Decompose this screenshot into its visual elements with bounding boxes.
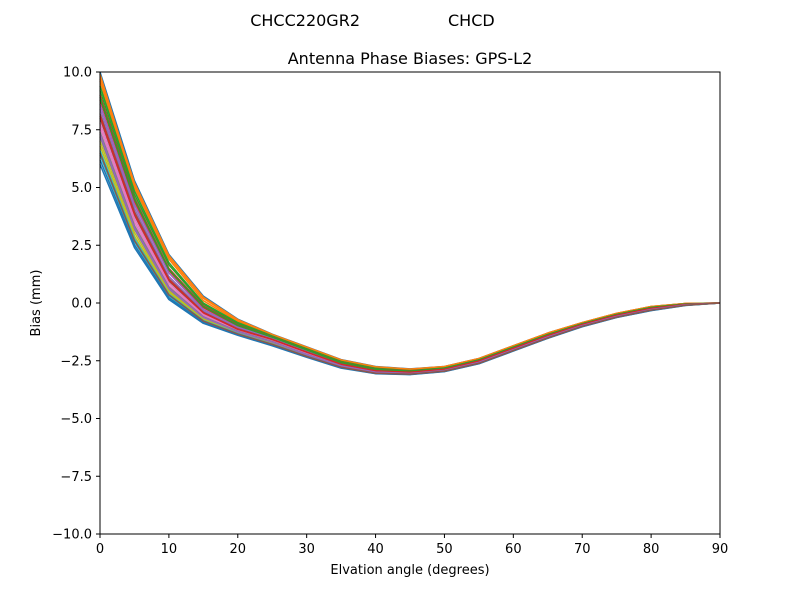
series-line-24	[99, 115, 721, 374]
x-tick-label: 60	[505, 542, 522, 557]
x-axis-label: Elvation angle (degrees)	[330, 563, 489, 578]
x-tick-label: 20	[230, 542, 247, 557]
x-tick-label: 10	[161, 542, 178, 557]
y-tick-label: 10.0	[63, 66, 92, 81]
x-tick-label: 70	[574, 542, 591, 557]
y-tick-label: 2.5	[71, 239, 92, 254]
y-tick-label: −5.0	[60, 412, 92, 427]
suptitle-left: CHCC220GR2	[250, 11, 360, 30]
x-tick-label: 80	[643, 542, 660, 557]
y-axis-label: Bias (mm)	[29, 270, 44, 337]
x-axis-ticks: 0 10 20 30 40 50 60 70 80 90	[96, 534, 728, 557]
series-line-26	[99, 152, 721, 375]
x-tick-label: 30	[298, 542, 315, 557]
y-tick-label: −2.5	[60, 354, 92, 369]
y-axis-ticks: −10.0 −7.5 −5.0 −2.5 0.0 2.5 5.0 7.5 10.0	[52, 66, 100, 543]
y-tick-label: −10.0	[52, 528, 92, 543]
series-layer	[99, 71, 721, 376]
series-line-22	[99, 78, 721, 370]
suptitle-right: CHCD	[448, 11, 495, 30]
x-tick-label: 40	[367, 542, 384, 557]
chart-title: Antenna Phase Biases: GPS-L2	[288, 49, 533, 68]
y-tick-label: 0.0	[71, 297, 92, 312]
series-line-23	[99, 97, 721, 372]
y-tick-label: 7.5	[71, 123, 92, 138]
x-tick-label: 0	[96, 542, 104, 557]
x-tick-label: 90	[712, 542, 729, 557]
y-tick-label: 5.0	[71, 181, 92, 196]
x-tick-label: 50	[436, 542, 453, 557]
y-tick-label: −7.5	[60, 470, 92, 485]
plot-frame	[99, 71, 721, 535]
